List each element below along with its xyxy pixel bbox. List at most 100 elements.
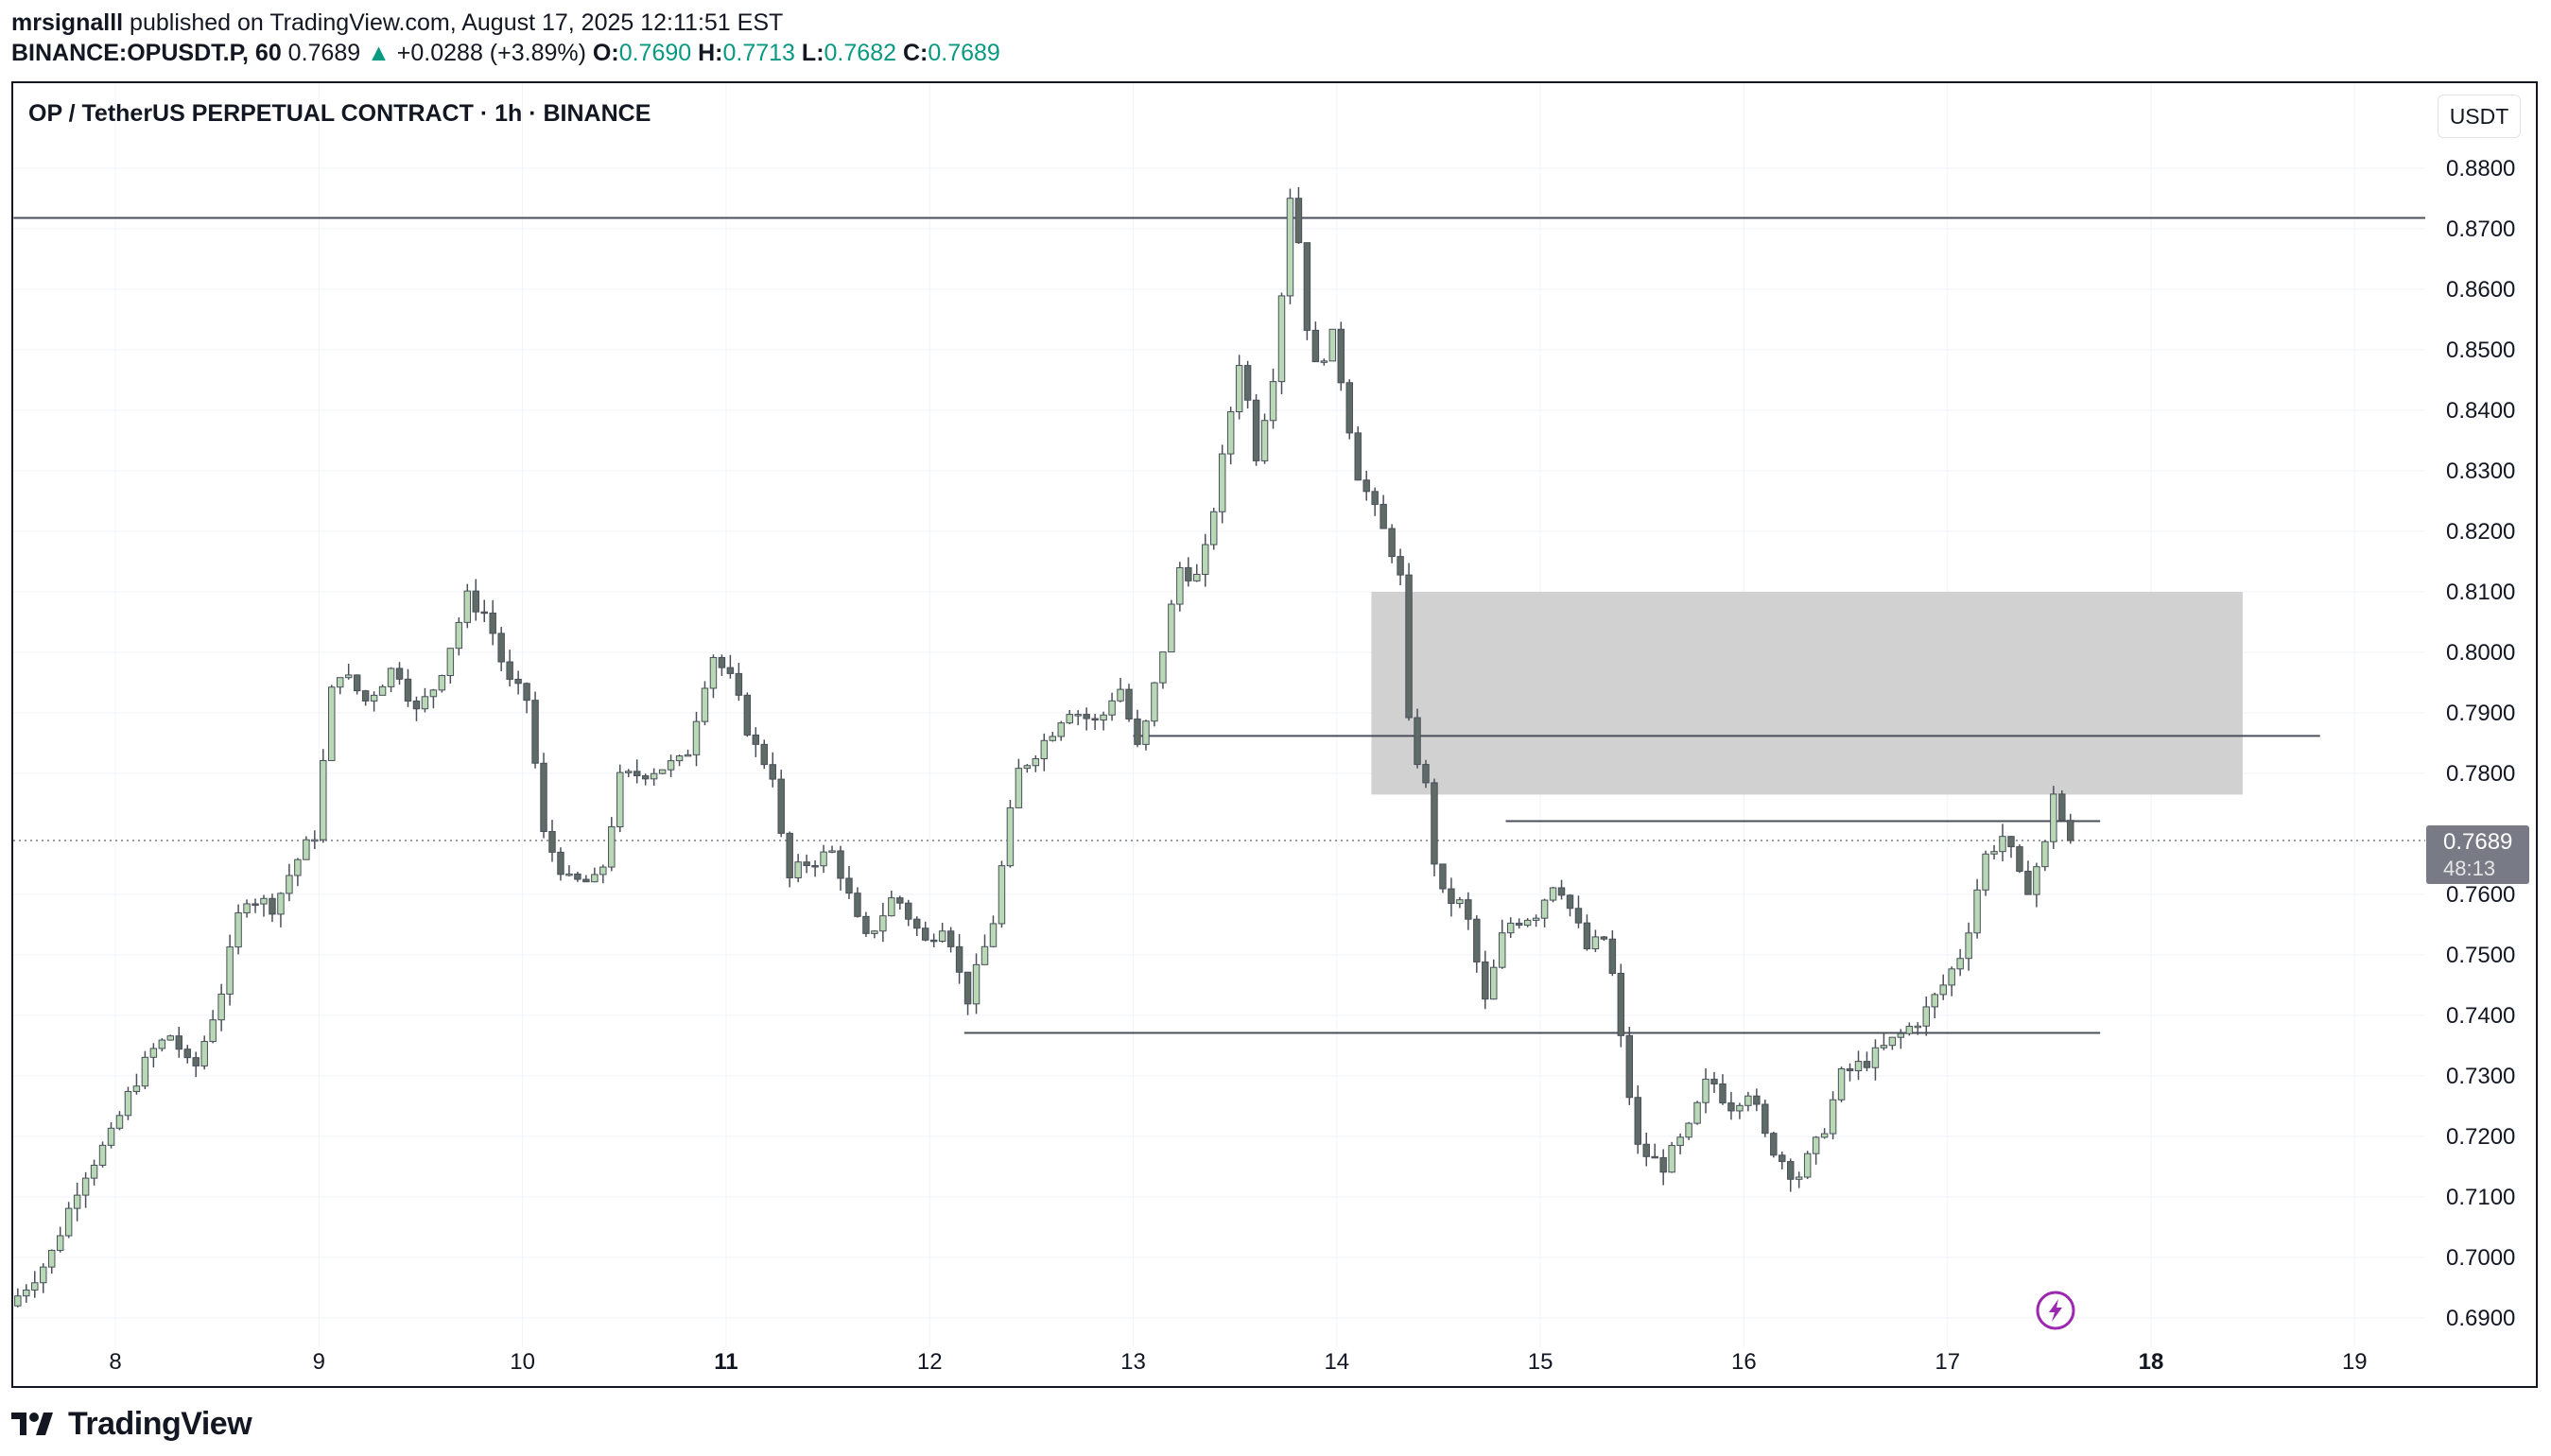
last-price-badge-value: 0.7689 xyxy=(2443,829,2512,855)
date-tick-label: 14 xyxy=(1324,1349,1349,1375)
candle-down xyxy=(1397,556,1404,576)
candle-up xyxy=(1965,932,1972,960)
candle-up xyxy=(658,769,667,774)
candle-up xyxy=(14,1295,22,1307)
candle-down xyxy=(837,850,844,879)
price-tick-label: 0.7000 xyxy=(2446,1245,2515,1271)
last-price-badge[interactable] xyxy=(2426,825,2529,885)
candle-down xyxy=(2024,870,2032,895)
candle-down xyxy=(862,915,870,934)
candle-down xyxy=(913,918,921,929)
candle-up xyxy=(243,903,251,914)
candle-up xyxy=(31,1282,39,1291)
candle-up xyxy=(1074,714,1082,717)
candle-up xyxy=(378,685,387,696)
candle-up xyxy=(650,772,658,780)
candle-down xyxy=(1719,1083,1727,1104)
change-up-arrow-icon: ▲ xyxy=(367,40,390,66)
candle-up xyxy=(1922,1006,1931,1027)
candle-down xyxy=(811,865,819,868)
candle-up xyxy=(1736,1104,1744,1112)
candle-down xyxy=(1414,717,1421,766)
candle-up xyxy=(972,963,980,1005)
candle-up xyxy=(879,915,887,932)
close-label: C: xyxy=(902,40,928,66)
candle-down xyxy=(1345,382,1353,434)
bar-countdown: 48:13 xyxy=(2443,857,2495,880)
candle-down xyxy=(1583,922,1591,950)
candle-up xyxy=(1931,994,1938,1008)
candle-up xyxy=(158,1039,166,1049)
date-tick-label: 11 xyxy=(714,1349,738,1375)
candle-down xyxy=(1091,718,1099,721)
candle-up xyxy=(938,930,946,942)
candle-down xyxy=(480,611,488,615)
candle-up xyxy=(217,993,225,1021)
candle-down xyxy=(752,734,760,745)
candle-up xyxy=(336,677,344,688)
candle-up xyxy=(166,1035,175,1041)
price-tick-label: 0.8500 xyxy=(2446,338,2515,363)
candle-down xyxy=(1482,961,1489,1000)
candle-down xyxy=(2067,820,2074,841)
candle-up xyxy=(625,771,633,773)
candle-down xyxy=(1185,566,1192,581)
candle-down xyxy=(1448,888,1455,905)
candle-up xyxy=(1456,899,1464,905)
candle-down xyxy=(718,656,726,668)
candle-down xyxy=(514,678,522,685)
date-tick-label: 18 xyxy=(2139,1349,2164,1375)
candle-down xyxy=(582,878,590,883)
date-tick-label: 15 xyxy=(1528,1349,1553,1375)
candle-up xyxy=(709,656,718,689)
candle-down xyxy=(1727,1102,1735,1112)
candle-down xyxy=(963,971,972,1005)
candle-down xyxy=(1651,1155,1658,1159)
price-tick-label: 0.8300 xyxy=(2446,459,2515,484)
candle-up xyxy=(320,759,327,841)
candle-up xyxy=(1999,836,2006,853)
candle-up xyxy=(701,687,709,722)
currency-button[interactable]: USDT xyxy=(2438,95,2521,138)
candle-up xyxy=(1871,1047,1880,1068)
low-value: 0.7682 xyxy=(824,40,896,66)
candle-down xyxy=(497,633,505,663)
date-tick-label: 16 xyxy=(1731,1349,1757,1375)
price-tick-label: 0.6900 xyxy=(2446,1306,2515,1331)
candle-up xyxy=(692,720,701,755)
date-tick-label: 9 xyxy=(313,1349,325,1375)
candle-up xyxy=(1159,651,1167,684)
candle-up xyxy=(1939,984,1947,996)
candle-down xyxy=(633,771,641,777)
candle-up xyxy=(1066,714,1073,724)
candle-down xyxy=(395,667,404,680)
candle-up xyxy=(1117,688,1124,702)
candle-down xyxy=(1125,688,1133,719)
candle-down xyxy=(506,661,513,680)
price-tick-label: 0.8700 xyxy=(2446,217,2515,242)
symbol-label[interactable]: BINANCE:OPUSDT.P, 60 xyxy=(11,40,282,66)
candle-down xyxy=(412,700,421,710)
brand-name[interactable]: TradingView xyxy=(68,1405,252,1442)
chart-title: OP / TetherUS PERPETUAL CONTRACT · 1h · … xyxy=(28,100,651,127)
candle-up xyxy=(667,760,675,771)
candle-down xyxy=(252,903,259,906)
candle-down xyxy=(896,897,904,904)
flash-icon[interactable] xyxy=(2036,1291,2075,1330)
candle-up xyxy=(616,771,624,828)
candle-down xyxy=(1617,972,1625,1036)
candle-up xyxy=(1277,295,1286,383)
candle-up xyxy=(1049,736,1057,741)
candle-down xyxy=(1303,242,1311,331)
candle-up xyxy=(1956,958,1964,970)
candle-down xyxy=(743,694,752,736)
candle-down xyxy=(1371,491,1379,505)
candle-up xyxy=(1040,739,1049,759)
candle-up xyxy=(81,1177,90,1196)
candle-up xyxy=(1795,1176,1803,1180)
candle-up xyxy=(1702,1078,1709,1103)
supply-zone-rect[interactable] xyxy=(1371,592,2243,795)
candle-up xyxy=(277,893,285,915)
author-name[interactable]: mrsignalll xyxy=(11,9,124,36)
